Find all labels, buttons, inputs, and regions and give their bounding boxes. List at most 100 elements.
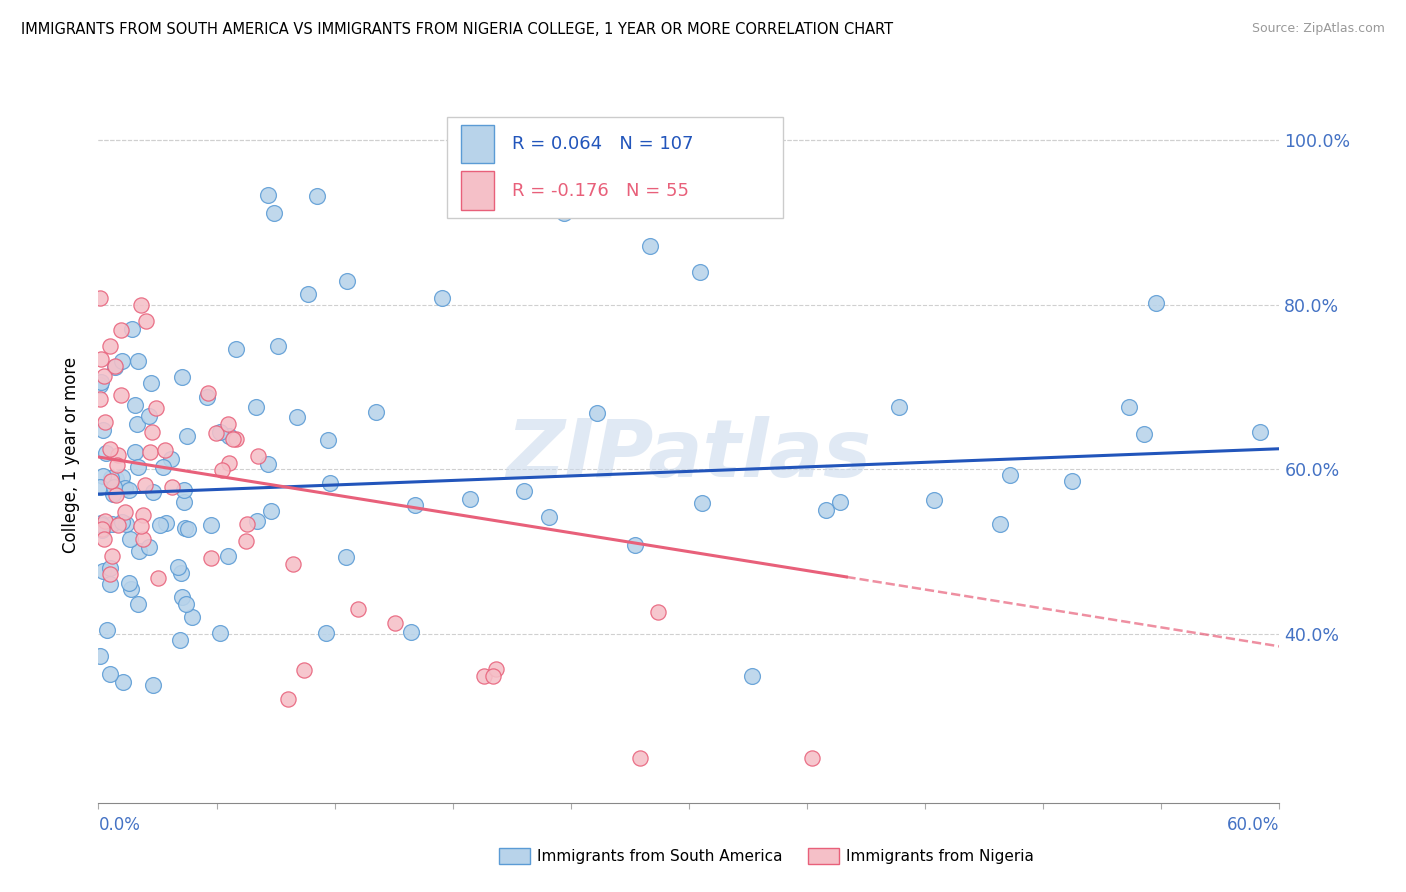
Point <box>257 457 280 471</box>
Point <box>1249 425 1271 439</box>
Point <box>208 625 231 640</box>
Point <box>110 323 132 337</box>
Point <box>100 474 122 488</box>
Point <box>173 483 195 497</box>
Point <box>277 691 299 706</box>
Point <box>205 425 228 440</box>
FancyBboxPatch shape <box>447 118 783 219</box>
Point <box>236 516 259 531</box>
Point <box>225 432 247 446</box>
Text: ZIPatlas: ZIPatlas <box>506 416 872 494</box>
Point <box>93 369 115 384</box>
Point <box>101 549 124 563</box>
Point <box>114 481 136 495</box>
FancyBboxPatch shape <box>461 171 494 210</box>
Point <box>384 616 406 631</box>
Point <box>110 515 132 529</box>
Point <box>112 674 135 689</box>
Point <box>1132 427 1154 442</box>
Point <box>153 443 176 458</box>
Text: 60.0%: 60.0% <box>1227 816 1279 834</box>
Point <box>166 559 188 574</box>
Y-axis label: College, 1 year or more: College, 1 year or more <box>62 357 80 553</box>
Point <box>553 206 575 220</box>
Point <box>887 401 910 415</box>
Point <box>922 492 945 507</box>
Point <box>432 291 454 305</box>
Point <box>305 189 328 203</box>
Point <box>246 514 269 528</box>
Point <box>988 516 1011 531</box>
Point <box>260 503 283 517</box>
Point <box>141 376 163 390</box>
Point <box>149 518 172 533</box>
FancyBboxPatch shape <box>461 125 494 163</box>
Point <box>208 425 231 439</box>
Point <box>364 405 387 419</box>
Point <box>98 667 121 681</box>
Point <box>104 472 127 486</box>
Point <box>129 518 152 533</box>
Point <box>125 417 148 432</box>
Point <box>124 398 146 412</box>
Point <box>135 314 157 328</box>
Point <box>138 540 160 554</box>
Point <box>218 456 240 470</box>
Point <box>200 551 222 566</box>
Point <box>245 400 267 414</box>
Point <box>104 360 127 375</box>
Point <box>93 564 115 578</box>
Point <box>472 669 495 683</box>
Point <box>211 463 233 477</box>
Point <box>89 378 111 392</box>
Point <box>316 433 339 447</box>
Point <box>115 516 138 531</box>
Point <box>98 566 121 581</box>
Point <box>318 475 340 490</box>
Point <box>1060 475 1083 489</box>
Point <box>94 514 117 528</box>
Point <box>458 491 481 506</box>
Point <box>89 649 111 664</box>
Point <box>118 483 141 498</box>
Point <box>267 339 290 353</box>
Point <box>91 522 114 536</box>
Point <box>98 442 121 457</box>
Point <box>335 549 357 564</box>
Point <box>292 664 315 678</box>
Point <box>285 409 308 424</box>
Point <box>89 291 111 305</box>
Text: Source: ZipAtlas.com: Source: ZipAtlas.com <box>1251 22 1385 36</box>
Point <box>111 470 134 484</box>
Point <box>90 351 112 366</box>
Point <box>142 484 165 499</box>
Point <box>104 359 127 373</box>
Point <box>246 449 269 463</box>
Point <box>90 516 112 531</box>
Point <box>96 623 118 637</box>
Point <box>281 557 304 571</box>
Point <box>1118 401 1140 415</box>
Text: Immigrants from Nigeria: Immigrants from Nigeria <box>846 849 1035 863</box>
Point <box>217 417 239 431</box>
Text: R = -0.176   N = 55: R = -0.176 N = 55 <box>512 182 689 200</box>
Text: Immigrants from South America: Immigrants from South America <box>537 849 783 863</box>
Point <box>801 750 824 764</box>
Point <box>98 338 121 352</box>
Point <box>586 406 609 420</box>
Point <box>257 188 280 202</box>
Point <box>200 518 222 533</box>
Point <box>127 459 149 474</box>
Point <box>173 495 195 509</box>
Point <box>741 669 763 683</box>
Point <box>297 286 319 301</box>
Point <box>218 549 240 564</box>
Point <box>101 487 124 501</box>
Point <box>484 662 506 676</box>
Point <box>830 495 852 509</box>
Point <box>91 523 114 537</box>
Point <box>107 458 129 473</box>
Point <box>132 508 155 523</box>
Point <box>94 446 117 460</box>
Text: 0.0%: 0.0% <box>98 816 141 834</box>
